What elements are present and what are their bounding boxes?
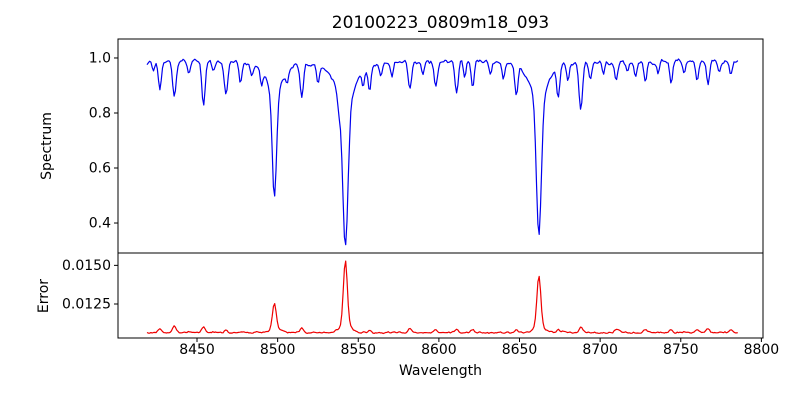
spectrum-panel-spine (117, 38, 764, 254)
x-tick-label: 8650 (502, 342, 538, 358)
y-tick-label: 0.8 (89, 105, 111, 121)
error-line (146, 260, 738, 335)
x-axis-label: Wavelength (398, 363, 483, 379)
y-tick-label: 0.0125 (62, 297, 111, 313)
y-tick-label: 0.4 (89, 216, 111, 232)
x-tick-label: 8600 (421, 342, 457, 358)
x-tick-label: 8700 (582, 342, 618, 358)
figure-title: 20100223_0809m18_093 (331, 13, 550, 33)
y-tick-label: 0.0150 (62, 258, 111, 274)
x-tick-label: 8500 (260, 342, 296, 358)
x-tick-label: 8450 (179, 342, 215, 358)
x-tick-label: 8750 (663, 342, 699, 358)
spectrum-line (146, 58, 739, 246)
y-tick-label: 1.0 (89, 50, 111, 66)
y-axis-label-error: Error (36, 278, 52, 314)
error-panel-spine (117, 252, 764, 339)
x-tick-label: 8550 (340, 342, 376, 358)
x-tick-label: 8800 (744, 342, 780, 358)
y-tick-label: 0.6 (89, 161, 111, 177)
